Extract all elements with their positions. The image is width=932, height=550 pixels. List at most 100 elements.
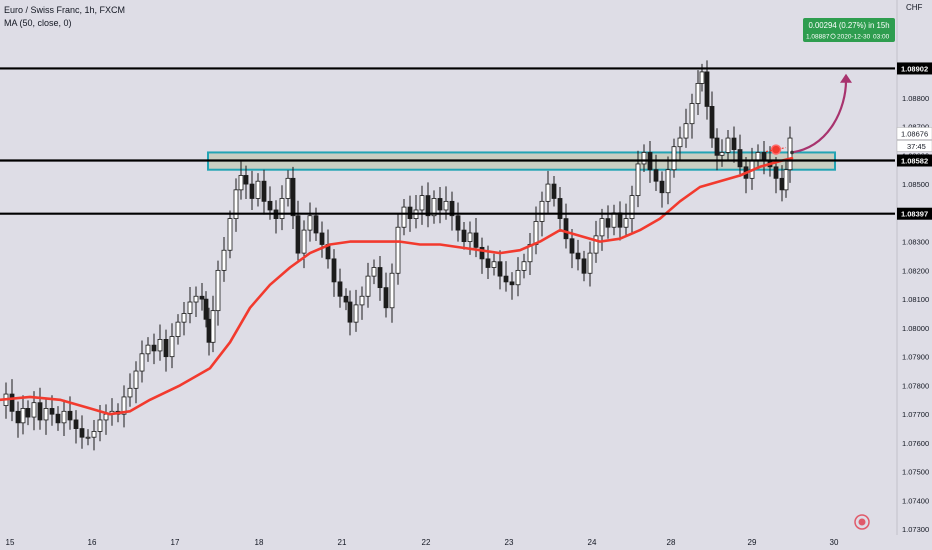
candle-body [545, 183, 551, 202]
candle-body [133, 370, 139, 389]
candle-body [704, 71, 710, 107]
time-tick-label: 17 [171, 538, 180, 547]
candle-body [683, 123, 689, 139]
projection-info-box [803, 18, 895, 42]
candle-body [169, 336, 175, 358]
candle-body [551, 183, 557, 199]
level-price-label: 1.08397 [901, 210, 928, 219]
candle-body [503, 275, 509, 283]
chart-legend: Euro / Swiss Franc, 1h, FXCM MA (50, clo… [4, 4, 125, 30]
candle-body [431, 198, 437, 217]
candle-body [533, 221, 539, 245]
countdown-label: 37:45 [907, 142, 926, 151]
candle-body [677, 137, 683, 148]
candle-body [653, 169, 659, 182]
candle-body [233, 189, 239, 220]
current-price-tag [896, 127, 932, 140]
price-tick-label: 1.07300 [902, 525, 929, 534]
price-axis-currency: CHF [906, 3, 923, 12]
candle-body [599, 218, 605, 237]
price-tick-label: 1.07400 [902, 496, 929, 505]
candle-body [175, 321, 181, 337]
time-tick-label: 24 [588, 538, 597, 547]
candle-body [539, 200, 545, 222]
candle-body [243, 175, 249, 185]
candle-body [9, 393, 15, 412]
countdown-tag [896, 140, 932, 152]
candle-body [319, 232, 325, 245]
candle-body [557, 198, 563, 220]
candle-body [377, 267, 383, 289]
projection-target-text: 1.08887 [806, 34, 830, 41]
projection-date-text: 2020-12-30 [837, 34, 871, 41]
price-tick-label: 1.07600 [902, 439, 929, 448]
price-tick-label: 1.07700 [902, 410, 929, 419]
candle-body [449, 200, 455, 217]
candle-body [193, 295, 199, 303]
projection-time-text: 03:00 [873, 34, 890, 41]
candle-body [515, 269, 521, 286]
candle-body [665, 169, 671, 194]
candle-body [279, 198, 285, 220]
candle-body [783, 169, 789, 191]
candle-body [395, 226, 401, 274]
candle-body [145, 344, 151, 355]
candle-body [605, 218, 611, 228]
candle-body [206, 318, 212, 343]
candle-body [227, 218, 233, 251]
time-tick-label: 18 [255, 538, 264, 547]
candle-body [659, 180, 665, 194]
price-tick-label: 1.07500 [902, 468, 929, 477]
candle-body [301, 229, 307, 254]
candle-body [127, 387, 133, 398]
candle-body [737, 149, 743, 168]
level-price-label: 1.08902 [901, 64, 928, 73]
candle-body [773, 166, 779, 179]
price-tick-label: 1.08500 [902, 180, 929, 189]
candle-body [67, 410, 73, 421]
candle-body [611, 212, 617, 228]
level-price-tag [897, 62, 932, 75]
candle-body [331, 258, 337, 283]
candle-body [15, 410, 21, 424]
candle-body [719, 152, 725, 156]
logo-icon [854, 514, 870, 530]
price-tick-label: 1.07800 [902, 381, 929, 390]
candle-body [151, 344, 157, 352]
indicator-title[interactable]: MA (50, close, 0) [4, 18, 72, 28]
level-price-tag [897, 207, 932, 220]
candle-body [461, 229, 467, 243]
candle-body [295, 215, 301, 254]
candle-body [709, 106, 715, 139]
candle-body [97, 419, 103, 432]
projection-arrow-head [840, 73, 852, 83]
candle-body [353, 304, 359, 323]
price-tick-label: 1.08200 [902, 266, 929, 275]
candle-body [343, 295, 349, 303]
candle-body [521, 261, 527, 271]
symbol-title[interactable]: Euro / Swiss Franc, 1h, FXCM [4, 5, 126, 15]
candle-body [43, 408, 49, 421]
candle-body [238, 175, 244, 191]
candle-body [203, 298, 209, 320]
candle-body [91, 431, 97, 438]
price-tick-label: 1.08000 [902, 324, 929, 333]
candle-body [103, 413, 109, 421]
candle-body [347, 301, 353, 323]
candle-body [641, 152, 647, 165]
candle-body [85, 436, 91, 439]
candle-body [473, 232, 479, 248]
candle-body [285, 177, 291, 199]
time-tick-label: 21 [338, 538, 347, 547]
time-tick-label: 28 [667, 538, 676, 547]
level-price-label: 1.08582 [901, 157, 928, 166]
candle-body [157, 339, 163, 352]
current-price-label: 1.08676 [901, 129, 928, 138]
moving-average-line [0, 156, 794, 416]
price-axis-panel [897, 0, 932, 550]
candle-body [635, 163, 641, 196]
price-tick-label: 1.08100 [902, 295, 929, 304]
candle-body [731, 137, 737, 150]
